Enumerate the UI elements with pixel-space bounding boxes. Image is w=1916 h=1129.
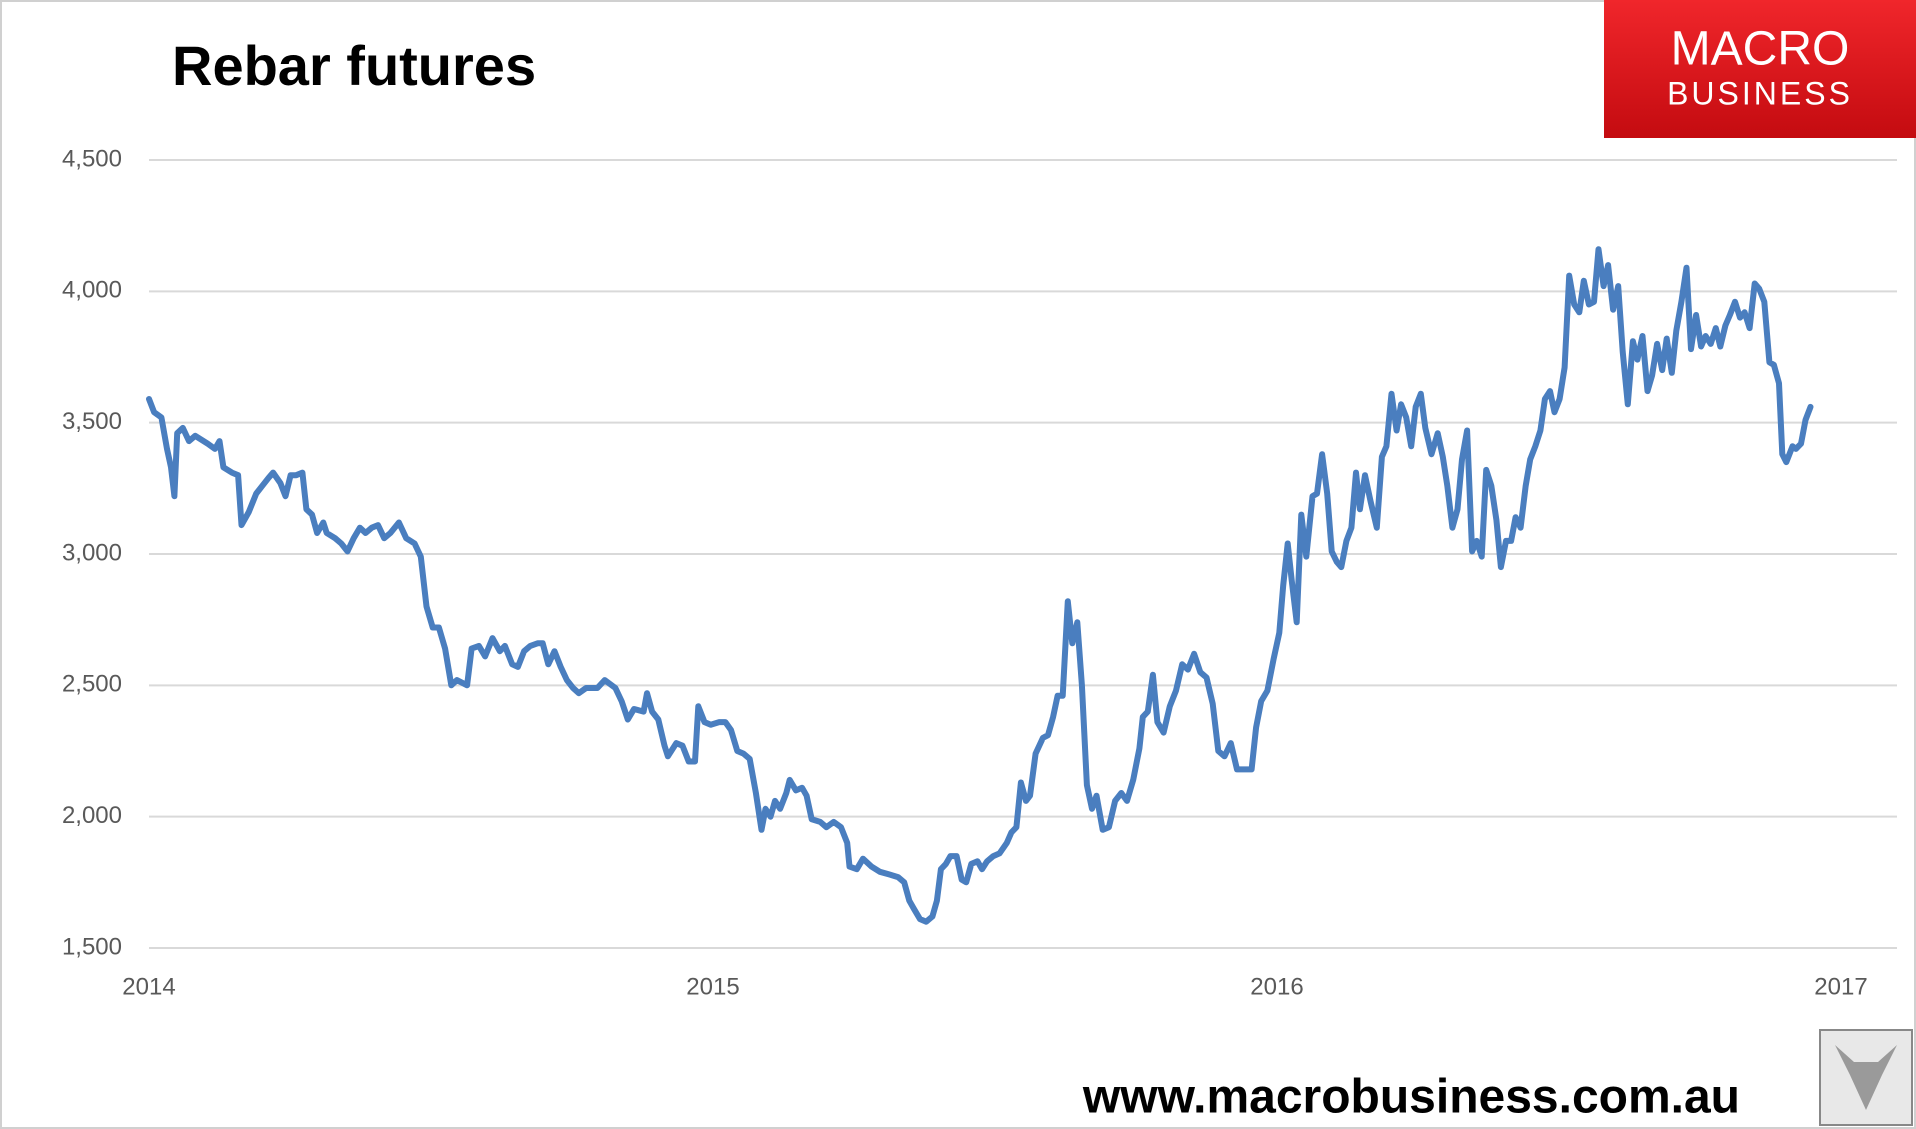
x-tick-label: 2014	[122, 973, 175, 1000]
plot: 1,500 2,000 2,500 3,000 3,500 4,000 4,500 2014 2…	[62, 145, 1897, 1000]
logo-text: BUSINESS	[1667, 75, 1853, 111]
y-tick-label: 1,500	[62, 933, 122, 960]
fox-face	[1835, 1045, 1897, 1110]
x-tick-label: 2016	[1250, 973, 1303, 1000]
chart-title: Rebar futures	[172, 34, 536, 97]
footer-url: www.macrobusiness.com.au	[1082, 1071, 1740, 1124]
y-tick-label: 3,500	[62, 408, 122, 435]
y-tick-label: 2,000	[62, 802, 122, 829]
logo-text: MACRO	[1671, 23, 1850, 76]
data-line	[146, 246, 1814, 925]
y-tick-label: 4,000	[62, 277, 122, 304]
logo-box	[1604, 0, 1916, 138]
y-tick-label: 3,000	[62, 539, 122, 566]
x-tick-label: 2015	[686, 973, 739, 1000]
y-tick-label: 2,500	[62, 671, 122, 698]
x-tick-label: 2017	[1814, 973, 1867, 1000]
y-tick-label: 4,500	[62, 145, 122, 172]
